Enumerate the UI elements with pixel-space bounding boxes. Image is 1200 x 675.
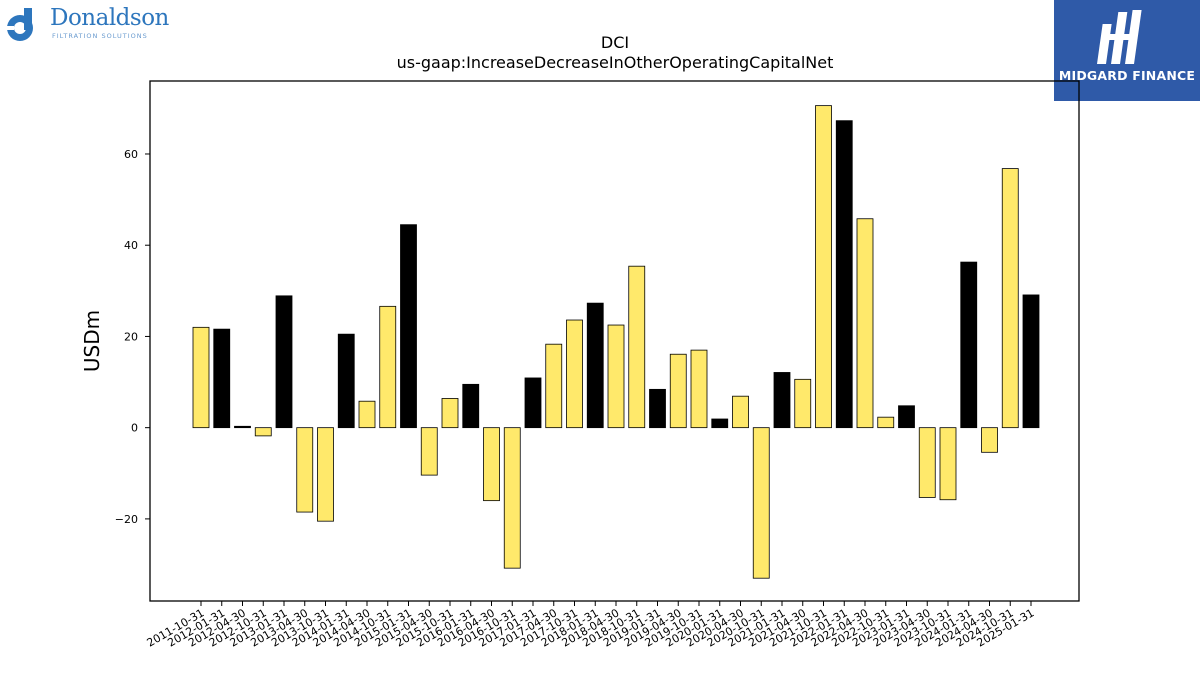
- bar-2013-04-30: [296, 427, 314, 513]
- y-tick-label: 0: [131, 422, 138, 435]
- bar-2024-01-31: [960, 261, 978, 429]
- bar-2012-04-30: [234, 425, 251, 429]
- donaldson-wordmark: Donaldson: [50, 5, 169, 31]
- midgard-finance-wordmark: MIDGARD FINANCE: [1058, 68, 1196, 83]
- y-tick-label: 20: [124, 330, 138, 343]
- bars-layer: [192, 105, 1040, 579]
- bar-2019-01-31: [649, 388, 666, 429]
- bar-2023-01-31: [898, 405, 915, 429]
- bar-2012-01-31: [213, 328, 231, 429]
- bar-2024-10-31: [1001, 168, 1019, 429]
- bar-2015-10-31: [441, 398, 459, 429]
- bar-2021-01-31: [773, 372, 791, 429]
- bar-2020-01-31: [711, 418, 729, 429]
- bar-2016-01-31: [462, 383, 480, 429]
- bar-2013-01-31: [275, 295, 293, 429]
- bar-2018-10-31: [628, 265, 646, 429]
- y-tick-label: 40: [124, 239, 138, 252]
- bar-2021-04-30: [794, 378, 812, 429]
- plot-frame: [149, 80, 1080, 602]
- donaldson-emblem-icon: [6, 8, 33, 41]
- chart-subtitle: us-gaap:IncreaseDecreaseInOtherOperating…: [397, 53, 834, 72]
- bar-2019-04-30: [669, 353, 687, 429]
- midgard-finance-logo: MIDGARD FINANCE: [1054, 0, 1200, 101]
- midgard-emblem-icon: [1097, 10, 1142, 64]
- bar-2023-10-31: [939, 427, 957, 501]
- bar-2019-10-31: [690, 349, 708, 429]
- bar-2018-01-31: [586, 302, 604, 429]
- bar-2018-04-30: [607, 324, 625, 429]
- bar-2020-04-30: [732, 395, 749, 429]
- bar-2022-10-31: [877, 416, 895, 429]
- bar-2015-04-30: [420, 427, 438, 476]
- donaldson-logo: Donaldson FILTRATION SOLUTIONS: [4, 4, 174, 44]
- chart-title: DCI: [601, 33, 629, 52]
- bar-2014-10-31: [379, 305, 397, 429]
- bar-2017-04-30: [545, 343, 563, 429]
- bar-2025-01-31: [1022, 294, 1040, 429]
- bar-2022-01-31: [835, 120, 853, 429]
- bar-2016-10-31: [503, 427, 521, 569]
- bar-2012-10-31: [254, 427, 272, 437]
- donaldson-tagline: FILTRATION SOLUTIONS: [52, 32, 148, 40]
- x-axis-ticks: 2011-10-312012-01-312012-04-302012-10-31…: [145, 601, 1037, 650]
- y-axis-label: USDm: [80, 310, 104, 372]
- bar-2014-04-30: [358, 400, 376, 429]
- bar-2024-04-30: [981, 427, 998, 453]
- bar-2017-10-31: [566, 319, 583, 429]
- y-tick-label: −20: [115, 513, 138, 526]
- bar-2015-01-31: [400, 224, 417, 429]
- bar-2021-10-31: [815, 105, 832, 429]
- y-tick-label: 60: [124, 148, 138, 161]
- bar-2020-10-31: [752, 427, 770, 579]
- bar-2014-01-31: [337, 333, 355, 429]
- bar-2011-10-31: [192, 326, 210, 429]
- bar-2016-04-30: [483, 427, 500, 502]
- bar-2017-01-31: [524, 377, 542, 429]
- bar-2023-04-30: [918, 427, 936, 498]
- bar-2013-10-31: [317, 427, 334, 522]
- bar-2022-04-30: [856, 218, 874, 429]
- y-axis-ticks: −20 0 20 40 60: [115, 148, 150, 526]
